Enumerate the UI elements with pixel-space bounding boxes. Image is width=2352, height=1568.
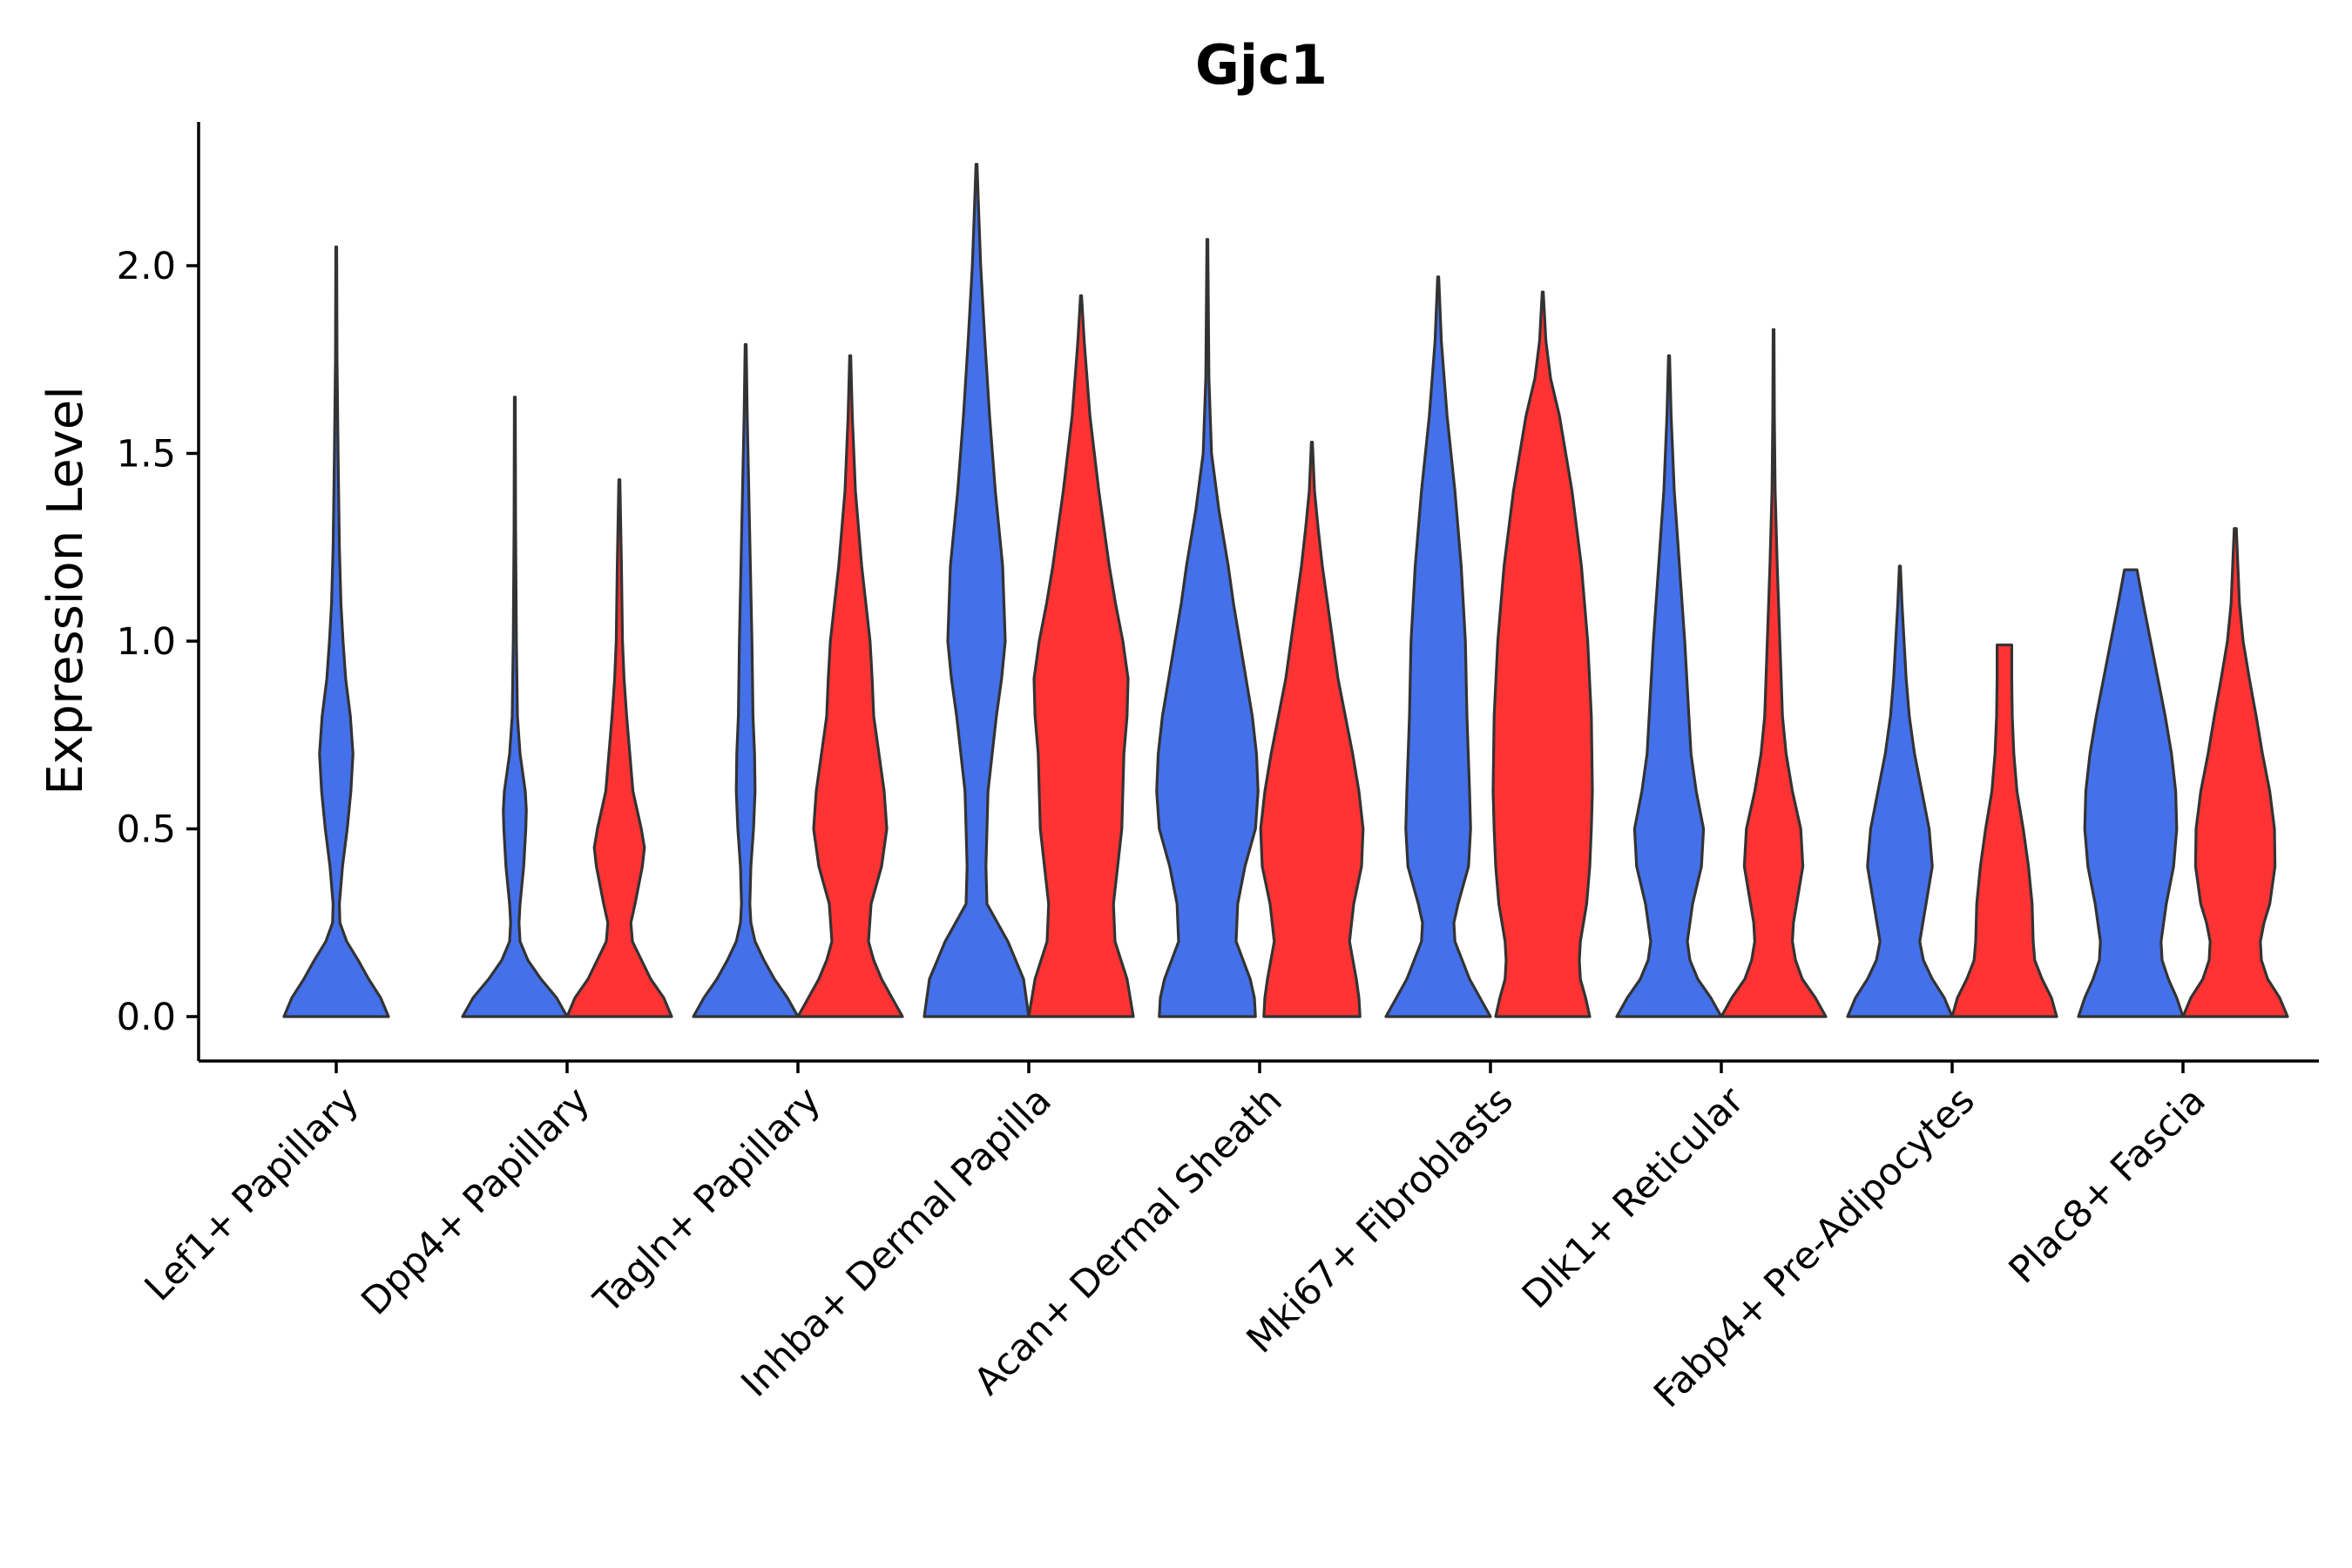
violin-mki67-fibroblasts-blue <box>1384 275 1492 1018</box>
violin-dpp4-papillary-red <box>565 478 673 1018</box>
violin-plac8-fascia-red <box>2181 527 2289 1018</box>
violin-fabp4-pre-adipocytes-blue <box>1846 564 1954 1018</box>
y-axis: 0.0 0.5 1.0 1.5 2.0 <box>117 122 200 1061</box>
violin-layer <box>282 163 2289 1018</box>
violin-dlk1-reticular-blue <box>1615 354 1723 1018</box>
x-tick-label: Tagln+ Papillary <box>585 1078 829 1322</box>
violin-tagln-papillary-red <box>796 354 904 1018</box>
violin-acan-dermal-sheath-red <box>1259 441 1365 1018</box>
y-axis-label: Expression Level <box>37 386 94 795</box>
violin-lef1-papillary-blue <box>282 245 390 1018</box>
y-tick-label: 0.0 <box>117 996 176 1039</box>
y-tick-label: 2.0 <box>117 245 176 288</box>
violin-plac8-fascia-blue <box>2077 568 2185 1018</box>
x-tick-label: Lef1+ Papillary <box>137 1078 368 1309</box>
violin-acan-dermal-sheath-blue <box>1155 238 1260 1018</box>
y-tick-label: 1.5 <box>117 433 176 476</box>
violin-tagln-papillary-blue <box>692 342 800 1018</box>
violin-dlk1-reticular-red <box>1720 328 1828 1018</box>
y-tick-label: 1.0 <box>117 620 176 664</box>
violin-fabp4-pre-adipocytes-red <box>1950 643 2058 1018</box>
violin-mki67-fibroblasts-red <box>1491 290 1594 1018</box>
chart-title: Gjc1 <box>1195 33 1328 97</box>
x-tick-label: Plac8+ Fascia <box>2001 1078 2214 1292</box>
x-tick-label: Dpp4+ Papillary <box>354 1078 598 1323</box>
x-tick-label: Mki67+ Fibroblasts <box>1239 1078 1522 1362</box>
violin-dpp4-papillary-blue <box>461 395 569 1018</box>
violin-inhba-dermal-papilla-blue <box>923 163 1031 1018</box>
y-tick-label: 0.5 <box>117 808 176 852</box>
x-tick-label: Dlk1+ Reticular <box>1514 1078 1753 1317</box>
violin-inhba-dermal-papilla-red <box>1027 294 1135 1018</box>
